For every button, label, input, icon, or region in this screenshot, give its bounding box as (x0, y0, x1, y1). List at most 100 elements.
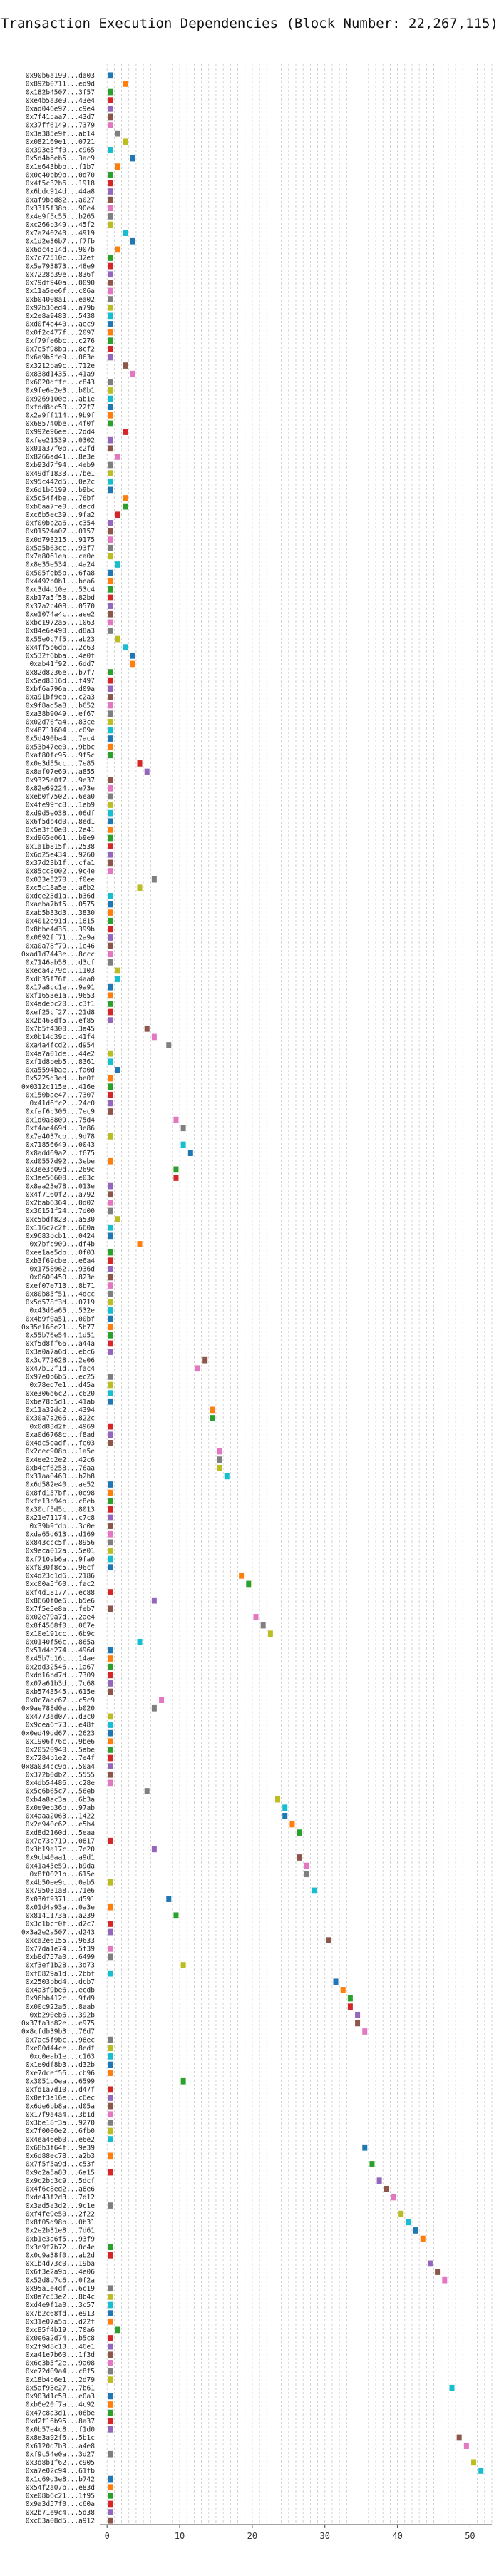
tx-marker (108, 296, 113, 302)
tx-marker (108, 2202, 113, 2209)
tx-marker (108, 105, 113, 112)
tx-hash-label: 0xc266b349...45f2 (26, 221, 95, 229)
tx-hash-label: 0x903d1c58...e0a3 (26, 2393, 95, 2401)
tx-hash-label: 0x4a7a01de...44e2 (26, 1050, 95, 1058)
tx-hash-label: 0xe1074a4c...aee2 (26, 610, 95, 618)
tx-marker (130, 660, 135, 668)
tx-hash-label: 0x8141173a...a239 (26, 1912, 96, 1920)
tx-hash-label: 0x3e9f7b72...0c4e (26, 2244, 96, 2252)
tx-marker (326, 1937, 331, 1944)
tx-marker (123, 230, 128, 236)
transaction-markers (108, 72, 484, 2524)
tx-marker (108, 669, 113, 675)
tx-marker (108, 610, 113, 618)
tx-marker (108, 1265, 113, 1272)
tx-hash-label: 0xc5c18a5e...a6b2 (26, 884, 95, 892)
tx-hash-label: 0x79df940a...0090 (26, 280, 96, 287)
tx-marker (108, 2111, 113, 2118)
tx-marker (144, 1025, 150, 1032)
tx-marker (115, 246, 120, 253)
tx-hash-label: 0x0e3d55cc...7e85 (26, 760, 95, 768)
tx-hash-label: 0x4db54486...c28e (26, 1779, 96, 1787)
tx-hash-label: 0x11a5ee6f...c06a (26, 287, 95, 295)
tx-hash-label: 0x7ac5f9bc...98ec (26, 2036, 95, 2044)
tx-marker (108, 1970, 113, 1977)
tx-hash-label: 0x3a385e9f...ab14 (26, 130, 96, 138)
tx-hash-label: 0x77da1e74...5f39 (26, 1945, 96, 1953)
tx-hash-label: 0x4f6c8ed2...a8e6 (26, 2186, 96, 2194)
tx-marker (108, 1324, 113, 1331)
tx-hash-label: 0x2bab6364...0d02 (26, 1200, 95, 1207)
tx-marker (108, 72, 113, 79)
tx-marker (108, 171, 113, 178)
tx-hash-label: 0xe08b6c21...1f95 (26, 2493, 95, 2500)
tx-hash-label: 0xd8d2160d...5eaa (26, 1829, 95, 1837)
tx-hash-label: 0x7146ab58...d3cf (26, 959, 95, 967)
tx-hash-label: 0x11a32dc2...4394 (26, 1406, 96, 1414)
tx-marker (108, 793, 113, 800)
tx-hash-label: 0xab41f92...6dd7 (29, 660, 95, 668)
tx-hash-label: 0xf5d8ff66...a44a (26, 1340, 95, 1348)
tx-hash-label: 0x2cec908b...1a5e (26, 1448, 96, 1456)
tx-hash-label: 0xa4a4fcd2...d954 (26, 1042, 96, 1050)
tx-hash-label: 0xf030f8c5...96cf (26, 1564, 95, 1572)
tx-hash-label: 0x95c442d5...0e2c (26, 478, 95, 486)
tx-marker (108, 934, 113, 941)
tx-hash-label: 0xfaf6c306...7ec9 (26, 1108, 96, 1116)
tx-hash-label: 0x3ee3b09d...269c (26, 1166, 95, 1174)
tx-hash-label: 0x7a240240...4919 (26, 230, 96, 237)
tx-hash-label: 0x4773ad07...d3c0 (26, 1713, 96, 1721)
tx-marker (456, 2434, 462, 2441)
tx-hash-label: 0xd9d5e038...06df (26, 809, 95, 817)
tx-hash-label: 0xf4d18177...ec88 (26, 1589, 96, 1597)
tx-marker (108, 271, 113, 278)
tx-marker (123, 429, 128, 435)
tx-marker (108, 1381, 113, 1389)
tx-hash-label: 0xdce23d1a...b36d (26, 893, 95, 901)
tx-marker (108, 1133, 113, 1140)
tx-hash-label: 0x3be18f3a...9270 (26, 2120, 96, 2127)
tx-marker (108, 1564, 113, 1571)
tx-hash-label: 0xef07e713...8b71 (26, 1282, 96, 1290)
tx-hash-label: 0x2dd32546...1a67 (26, 1663, 95, 1671)
tx-marker (159, 1697, 165, 1704)
tx-marker (108, 262, 113, 270)
tx-hash-label: 0x4b9f0a51...00bf (26, 1315, 95, 1323)
tx-marker (123, 81, 128, 87)
tx-hash-label: 0x41a45e59...b9da (26, 1862, 95, 1870)
tx-marker (108, 1879, 113, 1886)
tx-marker (108, 1779, 113, 1787)
tx-hash-label: 0x8e35e534...4a24 (26, 561, 96, 569)
tx-marker (195, 1365, 200, 1372)
tx-hash-label: 0x182b4507...3f57 (26, 88, 95, 96)
tx-hash-label: 0xc5bdf823...a530 (26, 1216, 96, 1224)
tx-marker (108, 553, 113, 560)
tx-hash-label: 0x8fd157bf...0e98 (26, 1489, 96, 1497)
tx-marker (108, 1299, 113, 1306)
tx-hash-label: 0x6dc4514d...907b (26, 246, 96, 254)
tx-hash-label: 0x90b6a199...da03 (26, 72, 95, 80)
tx-hash-label: 0x5a793873...48e9 (26, 262, 96, 270)
tx-marker (115, 561, 120, 568)
tx-marker (355, 2020, 361, 2027)
tx-hash-label: 0x82d8236e...b7f7 (26, 669, 95, 677)
tx-hash-label: 0xd4e9f1a0...3c57 (26, 2301, 95, 2309)
tx-hash-label: 0x9f8ad5a8...b652 (26, 702, 95, 710)
tx-marker (108, 1075, 113, 1082)
tx-hash-label: 0x6c3b5f2e...9a08 (26, 2360, 96, 2368)
tx-hash-label: 0x0600450...823e (29, 1274, 95, 1282)
tx-hash-label: 0xda65d613...d169 (26, 1530, 96, 1538)
tx-marker (108, 2310, 113, 2317)
tx-hash-label: 0x4adebc20...c3f1 (26, 1001, 96, 1008)
tx-hash-label: 0xe00d44ce...8edf (26, 2045, 95, 2053)
tx-marker (108, 694, 113, 700)
tx-hash-label: 0xb1e3a6f5...93f9 (26, 2235, 96, 2243)
tx-hash-label: 0xb290eb6...392b (29, 2011, 95, 2019)
tx-hash-label: 0x033e5270...f0ee (26, 876, 96, 884)
tx-hash-label: 0x3315f38b...90e4 (26, 205, 96, 213)
tx-hash-label: 0x8af07e69...a855 (26, 768, 95, 776)
tx-marker (108, 2301, 113, 2309)
tx-hash-label: 0x1d0a8809...75d4 (26, 1116, 96, 1124)
tx-hash-label: 0x8add69a2...f675 (26, 1150, 95, 1157)
